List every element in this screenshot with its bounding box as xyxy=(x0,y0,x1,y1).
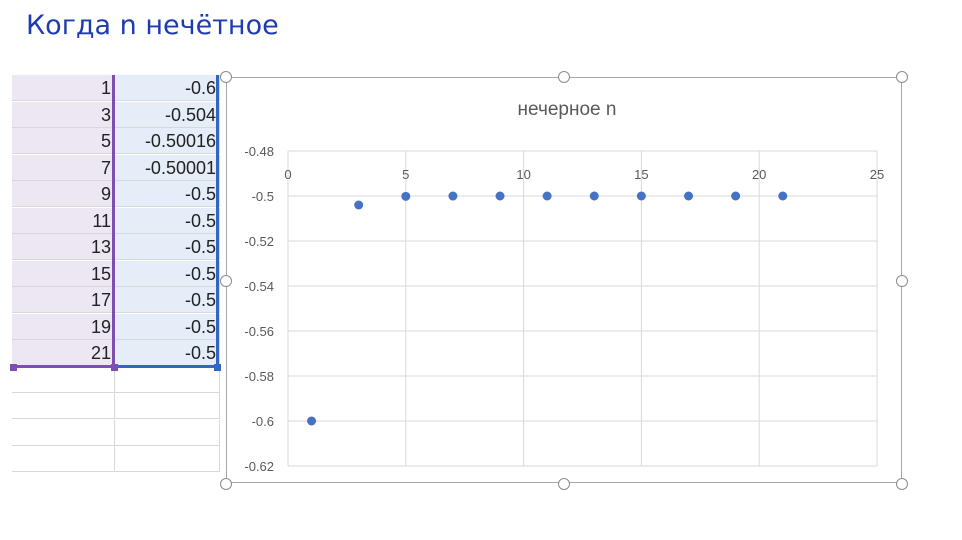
selection-border-column-a xyxy=(12,75,115,368)
table-row: 7 -0.50001 xyxy=(12,154,224,181)
data-point xyxy=(731,191,741,201)
table-row xyxy=(12,366,224,393)
data-point xyxy=(495,191,505,201)
cell-column-a[interactable] xyxy=(12,419,115,446)
cell-column-a[interactable]: 9 xyxy=(12,181,115,207)
cell-column-a[interactable]: 1 xyxy=(12,75,115,101)
chart-title: нечерное n xyxy=(518,99,617,120)
chart-area[interactable]: нечерное n -0.48 -0.5 -0.52 -0.54 -0.56 -0.58 -… xyxy=(226,77,902,483)
table-row: 17 -0.5 xyxy=(12,287,224,313)
y-tick-label: -0.5 xyxy=(252,189,274,204)
scatter-chart[interactable]: нечерное n -0.48 -0.5 -0.52 -0.54 -0.56 -0.58 -… xyxy=(227,78,903,484)
cell-column-b[interactable]: -0.50016 xyxy=(115,128,220,154)
x-tick-label: 5 xyxy=(402,167,409,182)
data-point xyxy=(589,191,599,201)
table-row xyxy=(12,419,224,446)
cell-column-b[interactable] xyxy=(115,419,220,446)
chart-resize-handle-bottom-middle[interactable] xyxy=(558,478,570,490)
cell-column-a[interactable] xyxy=(12,393,115,419)
data-point xyxy=(636,191,646,201)
cell-column-b[interactable]: -0.5 xyxy=(115,313,220,340)
cell-column-b[interactable]: -0.50001 xyxy=(115,154,220,181)
y-tick-label: -0.58 xyxy=(244,369,274,384)
y-tick-label: -0.52 xyxy=(244,234,274,249)
cell-column-b[interactable]: -0.5 xyxy=(115,287,220,313)
y-tick-label: -0.6 xyxy=(252,414,274,429)
data-point xyxy=(354,200,364,210)
chart-resize-handle-top-left[interactable] xyxy=(220,71,232,83)
cell-column-a[interactable]: 17 xyxy=(12,287,115,313)
cell-column-b[interactable] xyxy=(115,446,220,472)
chart-resize-handle-bottom-left[interactable] xyxy=(220,478,232,490)
data-point xyxy=(684,191,694,201)
table-row: 5 -0.50016 xyxy=(12,128,224,154)
cell-column-a[interactable]: 11 xyxy=(12,207,115,234)
fill-handle-column-a[interactable] xyxy=(111,364,118,371)
selection-border-column-b xyxy=(115,75,219,368)
table-row: 13 -0.5 xyxy=(12,234,224,260)
y-tick-label: -0.56 xyxy=(244,324,274,339)
slide-title: Когда n нечётное xyxy=(26,10,279,41)
x-tick-label: 15 xyxy=(634,167,648,182)
cell-column-a[interactable]: 19 xyxy=(12,313,115,340)
cell-column-a[interactable]: 13 xyxy=(12,234,115,260)
cell-column-a[interactable]: 21 xyxy=(12,340,115,366)
cell-column-b[interactable] xyxy=(115,366,220,393)
table-row: 19 -0.5 xyxy=(12,313,224,340)
fill-handle-left[interactable] xyxy=(10,364,17,371)
chart-resize-handle-top-middle[interactable] xyxy=(558,71,570,83)
chart-resize-handle-middle-left[interactable] xyxy=(220,275,232,287)
cell-column-a[interactable]: 5 xyxy=(12,128,115,154)
cell-column-a[interactable]: 3 xyxy=(12,101,115,128)
cell-column-a[interactable] xyxy=(12,366,115,393)
cell-column-b[interactable]: -0.5 xyxy=(115,181,220,207)
chart-resize-handle-middle-right[interactable] xyxy=(896,275,908,287)
table-row: 3 -0.504 xyxy=(12,101,224,128)
cell-column-a[interactable] xyxy=(12,446,115,472)
y-tick-label: -0.62 xyxy=(244,459,274,474)
fill-handle-column-b[interactable] xyxy=(214,364,221,371)
table-row: 9 -0.5 xyxy=(12,181,224,207)
chart-resize-handle-bottom-right[interactable] xyxy=(896,478,908,490)
y-tick-label: -0.54 xyxy=(244,279,274,294)
x-tick-label: 0 xyxy=(284,167,291,182)
x-tick-label: 20 xyxy=(752,167,766,182)
spreadsheet-grid[interactable]: 1 -0.6 3 -0.504 5 -0.50016 7 -0.50001 9 -0.5 11 -0.… xyxy=(12,75,224,485)
data-point xyxy=(401,191,411,201)
cell-column-a[interactable]: 7 xyxy=(12,154,115,181)
chart-resize-handle-top-right[interactable] xyxy=(896,71,908,83)
table-row xyxy=(12,446,224,472)
table-row: 1 -0.6 xyxy=(12,75,224,101)
cell-column-b[interactable]: -0.504 xyxy=(115,101,220,128)
y-tick-label: -0.48 xyxy=(244,144,274,159)
cell-column-b[interactable] xyxy=(115,393,220,419)
cell-column-b[interactable]: -0.5 xyxy=(115,234,220,260)
table-row xyxy=(12,393,224,419)
x-tick-label: 25 xyxy=(870,167,884,182)
table-row: 11 -0.5 xyxy=(12,207,224,234)
data-point xyxy=(542,191,552,201)
cell-column-b[interactable]: -0.5 xyxy=(115,207,220,234)
cell-column-b[interactable]: -0.6 xyxy=(115,75,220,101)
data-point xyxy=(778,191,788,201)
data-point xyxy=(307,416,317,426)
cell-column-b[interactable]: -0.5 xyxy=(115,260,220,287)
x-tick-label: 10 xyxy=(516,167,530,182)
data-point xyxy=(448,191,458,201)
